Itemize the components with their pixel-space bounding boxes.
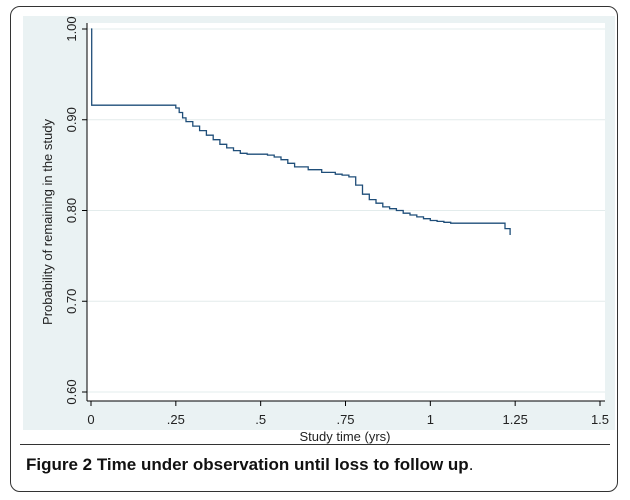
x-tick-label-4: 1 [427,412,434,427]
caption-label: Figure 2 [26,455,97,474]
x-tick-label-6: 1.5 [591,412,609,427]
y-axis-label: Probability of remaining in the study [40,119,55,325]
axes-layer: 0.60 0.70 0.80 0.90 1.00 0 .25 .5 .75 1 1.25 1.5 [64,16,609,427]
x-tick-label-5: 1.25 [503,412,528,427]
labels-layer: Study time (yrs) Probability of remainin… [40,119,391,444]
figure-caption: Figure 2 Time under observation until lo… [20,444,610,484]
y-tick-label-2: 0.80 [64,198,79,223]
y-tick-label-3: 0.90 [64,107,79,132]
caption-end: . [468,455,474,474]
y-tick-label-4: 1.00 [64,16,79,41]
x-tick-label-3: .75 [336,412,354,427]
series-layer [91,28,511,235]
x-axis-label: Study time (yrs) [299,429,390,444]
y-tick-label-0: 0.60 [64,379,79,404]
plot-area [87,23,605,401]
x-tick-label-0: 0 [87,412,94,427]
y-tick-label-1: 0.70 [64,289,79,314]
survival-curve-0 [91,28,511,235]
x-tick-label-1: .25 [167,412,185,427]
grid-layer [87,28,605,393]
caption-text: Time under observation until loss to fol… [96,455,469,474]
x-tick-label-2: .5 [255,412,266,427]
